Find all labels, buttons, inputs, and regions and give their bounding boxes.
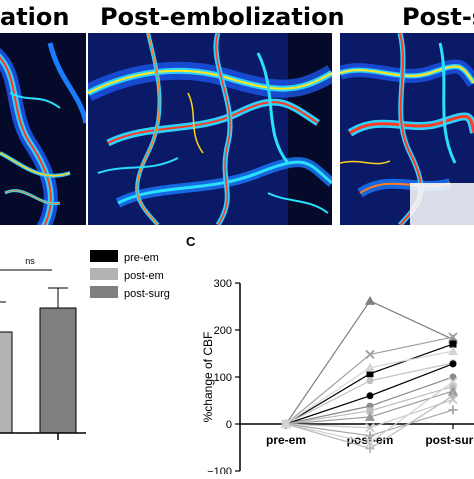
data-point — [448, 386, 458, 396]
data-point — [448, 377, 458, 387]
data-point — [366, 377, 374, 385]
bar-post-em — [0, 331, 13, 434]
data-point — [448, 346, 458, 356]
data-point — [365, 423, 375, 433]
heading-post-embolization: Post-embolization — [100, 3, 345, 31]
panel-c-letter: C — [186, 234, 196, 249]
data-point — [366, 392, 374, 400]
legend-swatch — [90, 268, 118, 280]
x-tick-label: pre-em — [266, 433, 306, 447]
series-13 — [281, 346, 458, 428]
data-point — [448, 332, 458, 342]
angiography-image-post-embolization — [88, 33, 332, 225]
legend-label: pre-em — [124, 252, 159, 264]
angiography-image-post-surgery — [340, 33, 474, 225]
y-tick-label: −100 — [207, 466, 232, 474]
data-point — [365, 295, 375, 305]
data-point — [365, 349, 375, 360]
charts-svg: ns pre-em post-em post-surg C −100 0 100 200 3… — [0, 234, 474, 478]
heading-post-surgery: Post-s — [402, 3, 474, 31]
y-tick-label: 100 — [214, 372, 232, 384]
angiography-image-pre-embolization — [0, 33, 86, 225]
data-point — [365, 438, 375, 448]
data-point — [449, 360, 457, 368]
y-tick-label: 300 — [214, 278, 232, 290]
data-point — [449, 340, 457, 348]
legend-label: post-surg — [124, 288, 170, 300]
data-point — [281, 419, 291, 428]
y-axis-label: %change of CBF — [201, 332, 215, 423]
y-tick-label: 200 — [214, 325, 232, 337]
legend-label: post-em — [124, 270, 164, 282]
legend-swatch — [90, 250, 118, 262]
y-tick-label: 0 — [226, 419, 232, 431]
heading-pre-embolization: ation — [0, 3, 70, 31]
bar-chart: ns — [0, 256, 86, 440]
x-tick-label: post-surg — [425, 433, 474, 447]
data-point — [448, 391, 458, 401]
line-chart: −1000100200300pre-empost-empost-surg%cha… — [201, 278, 474, 478]
data-point — [365, 443, 375, 453]
legend: pre-em post-em post-surg — [90, 250, 170, 300]
data-point — [366, 370, 374, 378]
legend-swatch — [90, 286, 118, 298]
data-point — [365, 411, 375, 421]
data-point — [448, 405, 458, 415]
significance-label: ns — [25, 256, 35, 266]
chart-area: ns pre-em post-em post-surg C −100 0 100 200 3… — [0, 228, 474, 478]
data-point — [365, 362, 375, 372]
data-point — [365, 431, 375, 441]
bar-post-surg — [39, 307, 77, 434]
data-point — [366, 407, 374, 415]
